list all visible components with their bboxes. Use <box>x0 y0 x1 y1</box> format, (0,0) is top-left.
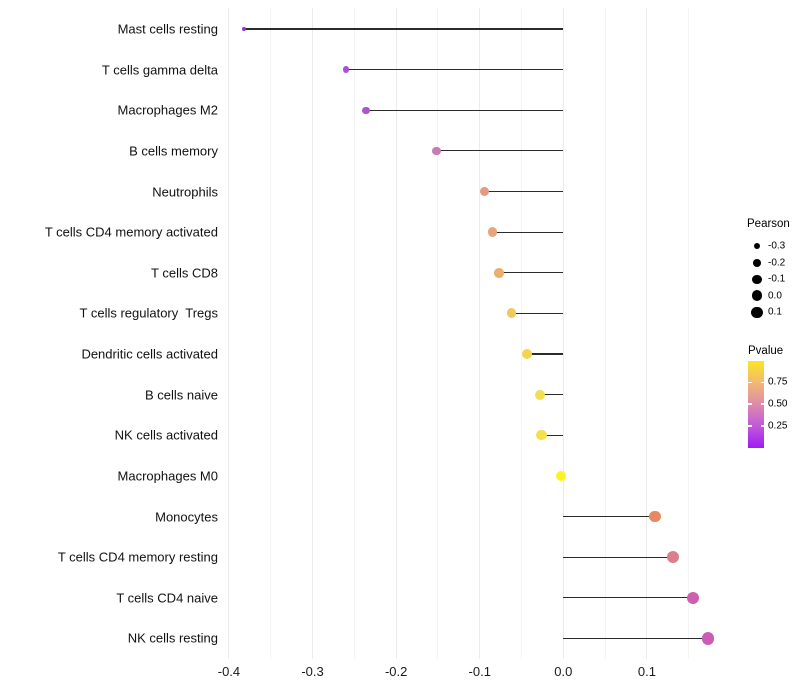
pvalue-tick-mark <box>760 403 764 405</box>
lollipop-stem <box>527 353 564 355</box>
gridlines <box>221 8 713 659</box>
gridline-major <box>479 8 481 659</box>
x-tick-label: -0.2 <box>384 664 408 679</box>
data-point <box>506 308 517 319</box>
category-label: T cells regulatory Tregs <box>79 305 218 321</box>
gridline-major <box>562 8 564 659</box>
x-tick-label: -0.4 <box>217 664 241 679</box>
category-label: Dendritic cells activated <box>81 346 218 362</box>
data-point <box>242 27 246 31</box>
category-label: Monocytes <box>155 509 218 525</box>
data-point <box>536 430 547 441</box>
category-label: T cells gamma delta <box>101 62 218 78</box>
pvalue-gradient-bar <box>748 361 764 448</box>
pvalue-tick-label: 0.25 <box>768 420 788 432</box>
legend-pvalue-title: Pvalue <box>748 345 784 357</box>
pvalue-tick-mark <box>748 381 752 384</box>
plot-panel <box>221 8 715 659</box>
pvalue-tick-mark <box>748 425 752 427</box>
pvalue-tick-mark <box>748 403 752 405</box>
lollipop-dots <box>221 8 715 659</box>
legend-size-label: -0.3 <box>768 240 786 252</box>
lollipop-stem <box>492 231 564 233</box>
data-point <box>480 186 490 197</box>
legend-size-dot <box>752 274 762 284</box>
lollipop-stem <box>563 556 673 558</box>
pvalue-tick-mark <box>760 425 764 427</box>
pvalue-tick-label: 0.50 <box>768 398 788 410</box>
x-tick-label: -0.1 <box>468 664 491 679</box>
category-label: B cells memory <box>129 143 218 159</box>
lollipop-stem <box>366 109 564 111</box>
x-tick-label: 0.1 <box>637 664 656 679</box>
category-label: Macrophages M0 <box>117 468 218 484</box>
category-label: Neutrophils <box>152 184 218 200</box>
gridline-major <box>395 8 397 659</box>
lollipop-stem <box>539 394 564 396</box>
category-label: B cells naive <box>145 387 218 403</box>
legend-size-label: -0.1 <box>768 273 786 285</box>
data-point <box>431 146 441 156</box>
category-label: T cells CD4 memory resting <box>57 549 218 565</box>
gridline-major <box>646 8 648 659</box>
lollipop-stem <box>563 515 656 518</box>
data-point <box>522 348 533 360</box>
lollipop-stem <box>345 69 564 71</box>
gridline-major <box>312 8 314 659</box>
legend-size-dot <box>753 258 761 267</box>
pvalue-tick-label: 0.75 <box>768 376 788 388</box>
category-label: T cells CD4 naive <box>116 590 218 606</box>
lollipop-stem <box>436 150 564 152</box>
data-point <box>487 227 498 237</box>
x-tick-label: -0.3 <box>301 664 324 679</box>
legend-pearson-title: Pearson <box>747 218 790 230</box>
data-point <box>666 551 679 564</box>
data-point <box>362 106 370 114</box>
lollipop-stem <box>498 272 564 274</box>
lollipop-stems <box>221 8 713 659</box>
legend-size-label: -0.2 <box>768 257 786 269</box>
gridline-minor <box>270 8 272 659</box>
legend-size-dot <box>753 242 760 249</box>
gridline-minor <box>604 8 606 659</box>
data-point <box>649 510 662 523</box>
lollipop-stem <box>563 597 693 599</box>
legend-pearson: Pearson -0.3 -0.2 -0.1 0.0 0.1 <box>747 218 800 319</box>
category-label: T cells CD4 memory activated <box>44 224 218 240</box>
data-point <box>555 470 567 482</box>
legend-size-dot <box>751 306 763 319</box>
gridline-minor <box>521 8 523 659</box>
legend-size-label: 0.0 <box>768 290 782 302</box>
data-point <box>494 267 504 278</box>
data-point <box>686 591 700 604</box>
lollipop-stem <box>511 312 564 314</box>
x-tick-label: 0.0 <box>554 664 573 679</box>
legend-pvalue: Pvalue 0.75 0.50 0.25 <box>748 345 800 448</box>
category-label: NK cells activated <box>114 427 218 443</box>
lollipop-stem <box>484 190 564 193</box>
pvalue-tick-mark <box>760 381 764 384</box>
gridline-major <box>228 8 230 659</box>
legend-size-label: 0.1 <box>768 306 782 318</box>
lollipop-stem <box>243 28 564 30</box>
lollipop-stem <box>563 637 708 640</box>
data-point <box>342 66 350 74</box>
category-label: NK cells resting <box>127 630 218 646</box>
gridline-minor <box>688 8 690 659</box>
category-label: T cells CD8 <box>151 265 218 281</box>
gridline-minor <box>437 8 439 659</box>
data-point <box>701 632 715 645</box>
gridline-minor <box>353 8 355 659</box>
lollipop-stem <box>541 434 564 436</box>
legend-size-dot <box>751 290 763 302</box>
category-label: Mast cells resting <box>117 21 218 37</box>
category-label: Macrophages M2 <box>117 102 218 118</box>
data-point <box>534 389 546 400</box>
